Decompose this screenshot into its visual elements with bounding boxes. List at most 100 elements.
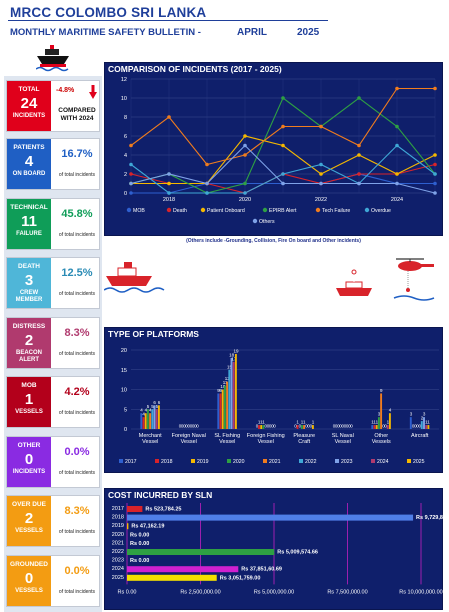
bar-value-label: 4 [149,408,152,413]
cost-value-label: Rs 3,051,759.00 [220,575,261,581]
legend-marker [119,459,123,463]
kpi-value: 11 [21,212,37,230]
cost-value-label: Rs 47,162.19 [131,524,164,530]
bar-value-label: 3 [378,412,381,417]
cost-bar [127,506,143,512]
y-tick-label: 2 [124,172,127,178]
data-point [433,172,437,176]
kpi-percent: 45.8% [61,207,93,220]
bar [155,409,158,429]
bar-value-label: 0 [196,423,199,428]
kpi-card-total: TOTAL 24 INCIDENTS -4.8% COMPARED WITH 2024 [6,80,100,132]
kpi-label: PATIENTS [13,144,45,151]
kpi-label: TOTAL [18,86,40,93]
kpi-sublabel: CREW MEMBER [15,290,43,303]
cost-value-label: Rs 0.00 [130,541,149,547]
legend-label: 2025 [413,459,425,465]
comparison-chart-title: COMPARISON OF INCIDENTS (2017 - 2025) [108,64,282,74]
kpi-percent-caption: of total incidents [58,588,96,595]
bar-value-label: 0 [264,423,267,428]
year-label: 2018 [112,515,124,521]
cost-value-label: Rs 523,784.25 [145,507,181,513]
bar-value-label: 0 [267,423,270,428]
cost-bar [127,574,217,581]
bar-value-label: 6 [153,400,156,405]
bar-value-label: 1 [258,420,261,425]
data-point [433,191,437,195]
cost-bar [127,566,239,573]
data-point [395,172,399,176]
data-point [395,181,399,186]
bar [386,425,389,429]
kpi-percent: 8.3% [64,505,90,517]
bar-value-label: 0 [271,423,274,428]
platform-chart-title: TYPE OF PLATFORMS [108,329,199,339]
bar-value-label: 0 [179,423,182,428]
bar-value-label: 9 [380,388,383,393]
platform-chart-panel: TYPE OF PLATFORMS 0 5 10 15 20 4 4 4 5 4 5 6 5 6 Merch… [104,327,443,473]
year-label: 2020 [112,532,124,538]
kpi-percent: 12.5% [61,267,93,279]
legend-marker [335,459,339,463]
data-point [395,143,399,148]
bar [258,425,260,429]
data-point [281,96,285,100]
year-label: 2023 [112,558,124,564]
data-point [243,191,247,195]
year-label: 2024 [112,566,124,572]
bar-value-label: 0 [333,423,336,428]
bar [221,389,224,429]
kpi-value: 1 [24,391,34,408]
bar [409,417,412,429]
bar-value-label: 1 [425,420,428,425]
bar [230,357,233,429]
bar [226,381,229,429]
legend-label: Others [259,219,275,225]
bar [232,361,235,429]
kpi-tile: TECHNICAL 11 FAILURE [7,198,51,249]
bar-value-label: 1 [296,420,299,425]
kpi-label: GROUNDED [10,560,48,568]
bar [375,425,378,429]
data-point [433,162,437,167]
cost-bar [127,549,275,555]
data-point [357,96,361,100]
bar-value-label: 1 [301,420,304,425]
bar-value-label: 0 [382,423,385,428]
data-point [357,181,361,186]
bar-value-label: 0 [294,423,297,428]
kpi-sublabel: VESSELS [15,409,43,415]
rescue-illustration [104,258,435,301]
y-tick-label: 4 [124,153,127,159]
legend-marker [299,459,303,463]
category-label: Merchant Vessel [139,433,162,445]
cost-value-label: Rs 9,729,864.64 [416,515,444,521]
bulletin-month: APRIL [237,27,267,38]
y-tick-label: 20 [121,348,127,354]
cost-value-label: Rs 37,851,60.69 [241,567,282,573]
kpi-value: 2 [24,331,34,349]
legend-label: 2018 [161,459,173,465]
y-tick-label: 10 [121,388,127,394]
data-point [319,124,323,129]
bar-value-label: 1 [373,420,376,425]
bar-value-label: 1 [376,420,379,425]
bar [371,425,374,429]
y-tick-label: 0 [124,427,127,433]
x-tick-label: Rs 10,000,000.00 [399,589,442,595]
year-label: 2025 [112,575,124,581]
bar [217,393,220,429]
x-tick-label: Rs 5,000,000.00 [254,589,294,595]
legend-label: 2019 [197,459,209,465]
data-point [243,134,247,138]
kpi-percent-caption: of total incidents [58,350,96,357]
legend-marker [191,459,195,463]
data-point [243,143,247,148]
bar [142,417,145,429]
bar-value-label: 15 [227,364,233,369]
legend-marker [407,459,411,463]
kpi-label: DISTRESS [12,322,46,330]
bar-value-label: 0 [185,423,188,428]
helicopter-icon [393,258,435,301]
